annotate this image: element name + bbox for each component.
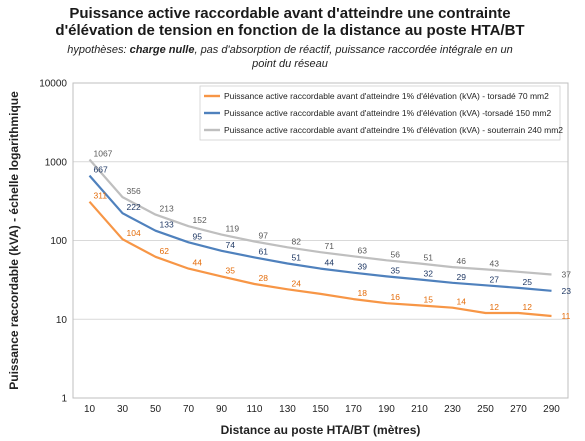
data-label: 119: [226, 224, 240, 234]
chart-title-line-1: Puissance active raccordable avant d'att…: [69, 5, 510, 22]
data-label: 15: [424, 294, 434, 304]
x-tick-label: 190: [378, 404, 395, 415]
x-tick-label: 270: [510, 404, 527, 415]
data-label: 51: [424, 253, 434, 263]
y-tick-label: 1: [61, 394, 67, 405]
legend-entry-1: Puissance active raccordable avant d'att…: [224, 91, 549, 101]
data-label: 44: [193, 258, 203, 268]
data-label: 97: [259, 231, 269, 241]
x-tick-label: 10: [84, 404, 96, 415]
data-label: 35: [226, 265, 236, 275]
data-label: 56: [391, 249, 401, 259]
data-label: 43: [490, 258, 500, 268]
data-label: 12: [523, 302, 533, 312]
x-axis-ticks: 10 30 50 70 90 110 130 150 170 190 210 230 250 270 290: [84, 404, 560, 415]
data-label: 71: [325, 241, 335, 251]
data-label: 35: [391, 265, 401, 275]
legend-box: [199, 85, 561, 141]
chart-title: Puissance active raccordable avant d'att…: [55, 5, 524, 39]
data-label: 18: [358, 288, 368, 298]
data-label: 133: [160, 220, 174, 230]
data-label: 46: [457, 256, 467, 266]
data-label: 11: [562, 311, 571, 321]
data-label: 51: [292, 253, 302, 263]
data-labels: 311 104 62 44 35 28 24 18 16 15 14 12 12 11 667 222 133 9…: [94, 149, 572, 321]
chart-subtitle-line-2: point du réseau: [251, 58, 328, 70]
y-tick-label: 1000: [45, 157, 68, 168]
gridlines: [73, 161, 568, 320]
data-label: 62: [160, 246, 170, 256]
series-line-1: [88, 200, 552, 318]
x-tick-label: 150: [312, 404, 329, 415]
legend-entry-3: Puissance active raccordable avant d'att…: [224, 125, 563, 135]
data-label: 12: [490, 302, 500, 312]
chart-subtitle: hypothèses: charge nulle, pas d'absorpti…: [67, 44, 512, 70]
data-label: 27: [490, 274, 500, 284]
data-label: 37: [562, 270, 572, 280]
data-label: 1067: [94, 149, 113, 159]
data-label: 213: [160, 204, 174, 214]
data-label: 222: [127, 202, 141, 212]
y-axis-ticks: 1 10 100 1000 10000: [39, 79, 67, 405]
y-axis-title: Puissance raccordable (kVA) - échelle lo…: [7, 91, 21, 390]
data-label: 28: [259, 273, 269, 283]
series-line-2: [88, 174, 552, 292]
data-label: 63: [358, 245, 368, 255]
x-tick-label: 210: [411, 404, 428, 415]
data-label: 61: [259, 246, 269, 256]
series: [88, 158, 552, 318]
plot-area: [72, 82, 569, 399]
data-label: 74: [226, 240, 236, 250]
legend-entry-2: Puissance active raccordable avant d'att…: [224, 108, 551, 118]
legend: Puissance active raccordable avant d'att…: [199, 85, 563, 141]
x-tick-label: 110: [247, 404, 263, 415]
subtitle-bold: charge nulle: [130, 44, 195, 56]
x-tick-label: 90: [216, 404, 228, 415]
data-label: 23: [562, 286, 572, 296]
y-tick-label: 100: [50, 236, 67, 247]
x-tick-label: 130: [279, 404, 296, 415]
data-label: 32: [424, 268, 434, 278]
data-label: 44: [325, 258, 335, 268]
data-label: 82: [292, 236, 302, 246]
chart-subtitle-line-1: hypothèses: charge nulle, pas d'absorpti…: [67, 44, 512, 56]
subtitle-prefix: hypothèses:: [67, 44, 129, 56]
series-line-3: [88, 158, 552, 276]
x-tick-label: 290: [543, 404, 560, 415]
data-label: 24: [292, 278, 302, 288]
x-tick-label: 50: [150, 404, 162, 415]
data-label: 39: [358, 262, 368, 272]
data-label: 14: [457, 297, 467, 307]
data-label: 152: [193, 215, 207, 225]
x-axis-title: Distance au poste HTA/BT (mètres): [221, 423, 421, 437]
data-label: 16: [391, 292, 401, 302]
x-tick-label: 30: [117, 404, 129, 415]
y-tick-label: 10000: [39, 79, 67, 90]
chart-title-line-2: d'élévation de tension en fonction de la…: [55, 22, 524, 39]
data-label: 95: [193, 231, 203, 241]
x-tick-label: 250: [477, 404, 494, 415]
y-tick-label: 10: [56, 315, 68, 326]
subtitle-rest: , pas d'absorption de réactif, puissance…: [194, 44, 512, 56]
data-label: 356: [127, 186, 141, 196]
data-label: 29: [457, 272, 467, 282]
x-tick-label: 170: [345, 404, 362, 415]
data-label: 667: [94, 165, 108, 175]
data-label: 311: [94, 191, 108, 201]
x-tick-label: 70: [183, 404, 195, 415]
data-label: 104: [127, 228, 141, 238]
data-label: 25: [523, 277, 533, 287]
x-tick-label: 230: [444, 404, 461, 415]
